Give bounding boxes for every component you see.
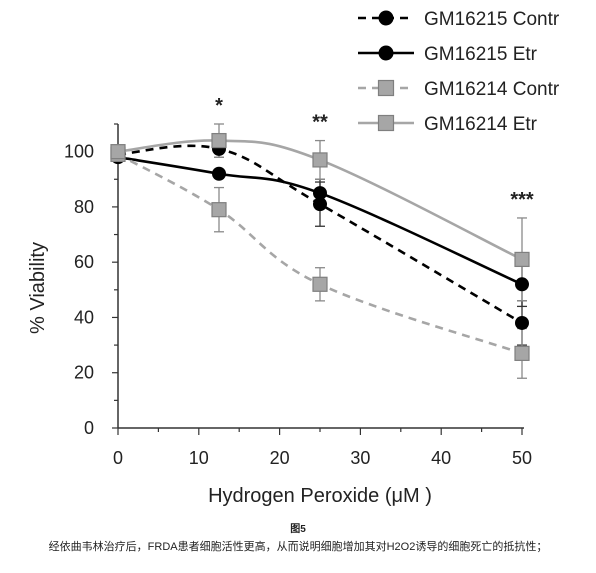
data-point (514, 251, 530, 268)
data-point (514, 345, 530, 361)
significance-marker: ** (312, 112, 328, 134)
data-point (211, 202, 227, 218)
x-tick-label: 10 (189, 448, 209, 468)
y-tick-label: 40 (74, 307, 94, 327)
data-point (313, 197, 327, 212)
line-chart: 0 20 40 60 80 100 0 10 20 30 40 50 Hydrogen Peroxide… (27, 9, 560, 507)
data-point (313, 186, 327, 201)
data-point (515, 315, 529, 330)
significance-annotations: ****** (215, 95, 534, 211)
data-point (110, 144, 126, 160)
legend-marker (377, 114, 395, 132)
data-markers (110, 132, 530, 361)
x-tick-label: 0 (113, 448, 123, 468)
data-point (312, 152, 328, 168)
axes: 0 20 40 60 80 100 0 10 20 30 40 50 Hydrogen Peroxide… (27, 123, 532, 507)
series-line-4 (117, 139, 523, 261)
legend-label: GM16215 Contr (424, 9, 560, 30)
series-line-2 (117, 155, 523, 286)
y-tick-label: 60 (74, 252, 94, 272)
y-tick-label: 0 (84, 418, 94, 438)
legend-marker (378, 10, 394, 26)
legend-label: GM16214 Etr (424, 114, 538, 135)
y-axis-title: % Viability (27, 242, 49, 334)
data-point (212, 166, 226, 181)
y-tick-label: 20 (74, 363, 94, 383)
legend-label: GM16214 Contr (424, 79, 560, 100)
legend-label: GM16215 Etr (424, 44, 538, 65)
x-tick-label: 20 (270, 448, 290, 468)
legend-marker (377, 79, 395, 97)
x-tick-label: 50 (512, 448, 532, 468)
data-point (515, 277, 529, 292)
data-point (211, 132, 227, 149)
x-tick-label: 30 (350, 448, 370, 468)
series-lines (117, 139, 523, 355)
y-tick-label: 80 (74, 197, 94, 217)
x-tick-label: 40 (431, 448, 451, 468)
figure-number: 图5 (290, 524, 306, 535)
data-point (312, 276, 328, 292)
significance-marker: * (215, 95, 223, 117)
figure-caption: 经依曲韦林治疗后，FRDA患者细胞活性更高，从而说明细胞增加其对H2O2诱导的细… (48, 541, 548, 553)
series-line-3 (117, 153, 523, 355)
x-axis-title: Hydrogen Peroxide (μM ) (208, 485, 432, 507)
y-tick-label: 100 (64, 142, 94, 162)
legend-marker (378, 45, 394, 61)
legend: GM16215 Contr GM16215 Etr GM16214 Contr GM1… (358, 9, 560, 135)
significance-marker: *** (510, 189, 534, 211)
